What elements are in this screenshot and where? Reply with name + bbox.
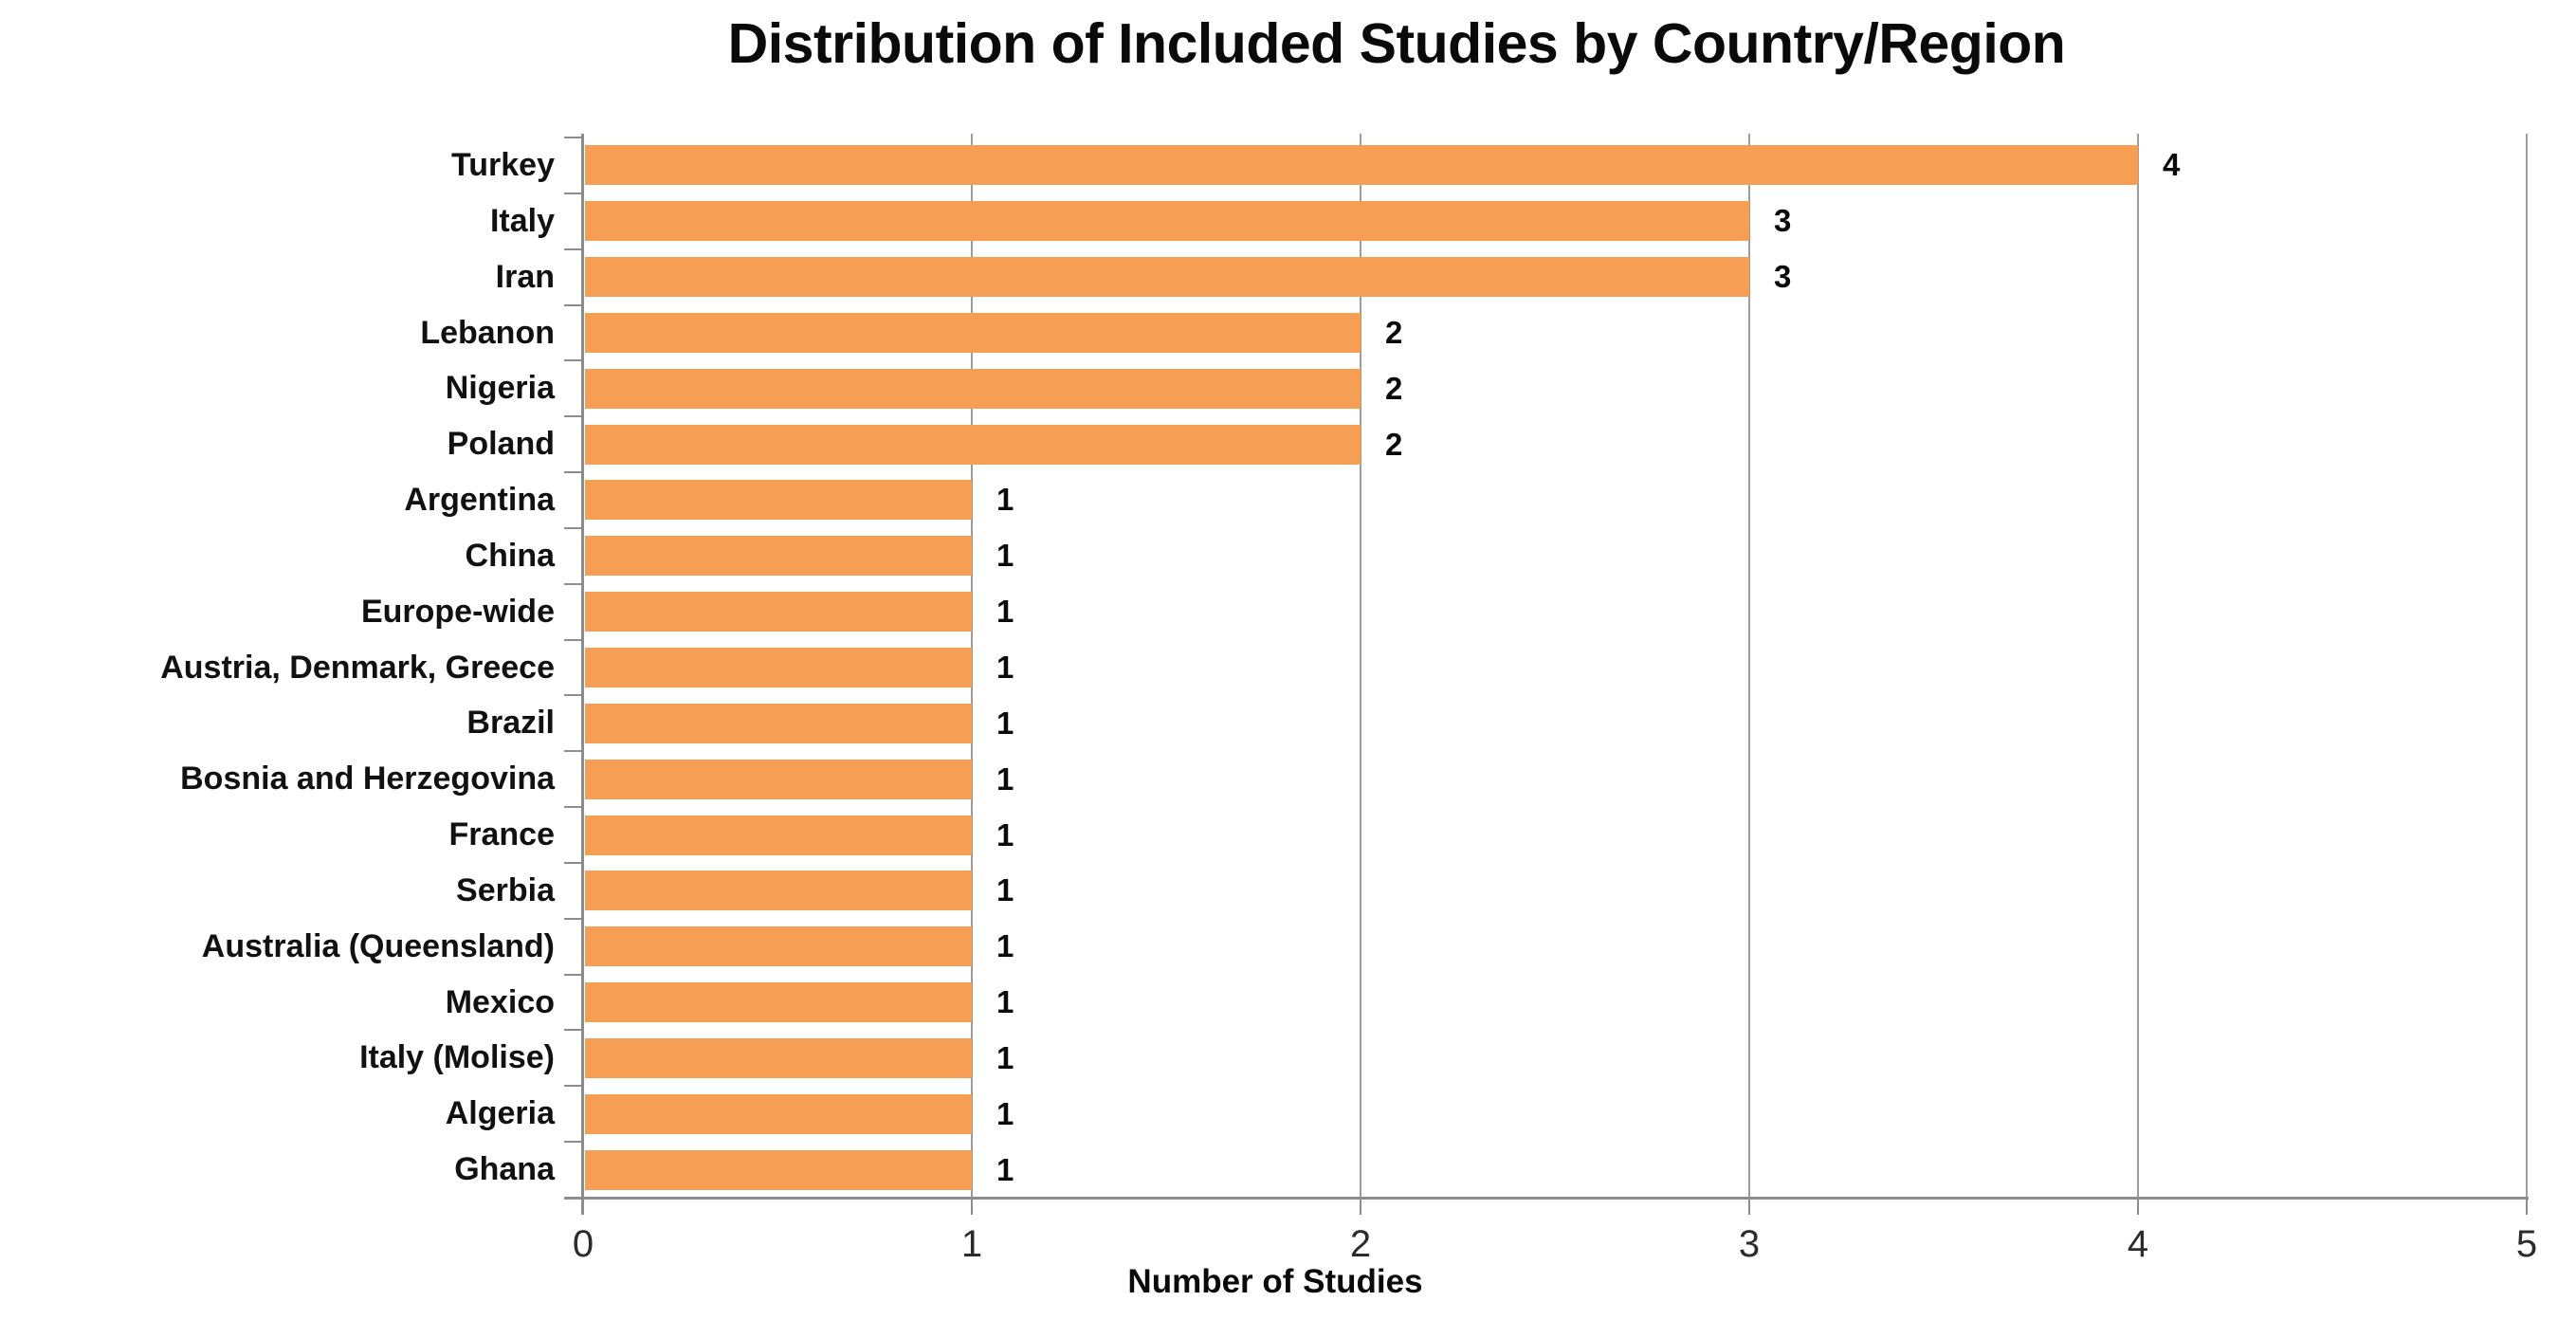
category-label: Iran: [495, 258, 555, 295]
category-label: Bosnia and Herzegovina: [180, 761, 555, 797]
bar: [585, 145, 2138, 186]
x-tick-label: 2: [1349, 1223, 1372, 1265]
category-label: Serbia: [456, 871, 555, 908]
chart-title: Distribution of Included Studies by Coun…: [727, 12, 2066, 75]
gridline: [1748, 134, 1750, 1198]
value-label: 1: [996, 594, 1014, 630]
bar: [585, 871, 972, 911]
bar: [585, 592, 972, 632]
y-axis-tick: [564, 917, 583, 920]
value-label: 3: [1774, 259, 1792, 295]
x-axis-tick: [2137, 1198, 2139, 1215]
bar: [585, 424, 1361, 465]
y-axis-tick: [564, 750, 583, 753]
value-label: 1: [996, 705, 1014, 741]
y-axis-tick: [564, 973, 583, 976]
y-axis-tick: [564, 1085, 583, 1088]
bar: [585, 815, 972, 855]
bar: [585, 759, 972, 799]
y-axis-line: [581, 134, 584, 1215]
y-axis-tick: [564, 806, 583, 809]
bar: [585, 312, 1361, 353]
x-tick-label: 0: [572, 1223, 594, 1265]
bar: [585, 1093, 972, 1134]
x-axis-tick: [1360, 1198, 1361, 1215]
value-label: 1: [996, 1151, 1014, 1187]
y-axis-tick: [564, 526, 583, 529]
y-axis-tick: [564, 415, 583, 418]
value-label: 1: [996, 816, 1014, 852]
bar: [585, 201, 1749, 242]
value-label: 1: [996, 928, 1014, 964]
bar: [585, 1149, 972, 1190]
x-axis-tick: [2526, 1198, 2528, 1215]
y-axis-tick: [564, 694, 583, 697]
category-label: France: [448, 816, 556, 853]
y-axis-tick: [564, 861, 583, 864]
x-tick-label: 1: [960, 1223, 983, 1265]
bar: [585, 480, 972, 521]
category-label: Europe-wide: [360, 593, 555, 630]
bar: [585, 926, 972, 967]
value-label: 2: [1385, 426, 1403, 462]
y-axis-tick: [564, 137, 583, 138]
category-label: Italy: [489, 202, 555, 239]
y-axis-tick: [564, 359, 583, 362]
category-label: Algeria: [445, 1095, 555, 1132]
category-label: Australia (Queensland): [201, 927, 555, 964]
value-label: 4: [2163, 147, 2181, 183]
y-axis-tick: [564, 192, 583, 194]
x-tick-label: 4: [2127, 1223, 2149, 1265]
x-axis-tick: [971, 1198, 973, 1215]
category-label: Mexico: [445, 983, 555, 1020]
category-label: Poland: [447, 426, 555, 463]
x-tick-label: 3: [1738, 1223, 1761, 1265]
value-label: 1: [996, 482, 1014, 518]
category-label: Lebanon: [420, 314, 555, 351]
gridline: [971, 134, 973, 1198]
gridline: [2137, 134, 2139, 1198]
bar: [585, 648, 972, 687]
value-label: 1: [996, 761, 1014, 797]
bar: [585, 703, 972, 743]
value-label: 1: [996, 1039, 1014, 1075]
x-tick-label: 5: [2515, 1223, 2538, 1265]
category-label: Italy (Molise): [359, 1039, 555, 1076]
category-label: Nigeria: [445, 370, 555, 407]
category-label: Argentina: [404, 482, 555, 519]
bar: [585, 1037, 972, 1078]
value-label: 1: [996, 984, 1014, 1020]
y-axis-tick: [564, 1029, 583, 1032]
value-label: 2: [1385, 314, 1403, 350]
y-axis-tick: [564, 638, 583, 641]
gridline: [1360, 134, 1361, 1198]
bar: [585, 536, 972, 577]
value-label: 3: [1774, 203, 1792, 239]
bar: [585, 368, 1361, 409]
value-label: 1: [996, 1095, 1014, 1131]
gridline: [2526, 134, 2528, 1198]
y-axis-tick: [564, 1141, 583, 1144]
category-label: Brazil: [466, 705, 555, 742]
x-axis-title: Number of Studies: [1127, 1263, 1423, 1300]
y-axis-tick: [564, 582, 583, 585]
x-axis-line: [564, 1197, 2529, 1200]
y-axis-tick: [564, 247, 583, 250]
category-label: Ghana: [454, 1151, 555, 1188]
value-label: 1: [996, 538, 1014, 574]
category-label: Austria, Denmark, Greece: [160, 649, 555, 686]
value-label: 1: [996, 872, 1014, 908]
category-label: Turkey: [451, 147, 555, 183]
category-label: China: [465, 537, 555, 574]
y-axis-tick: [564, 471, 583, 474]
x-axis-tick: [1748, 1198, 1750, 1215]
value-label: 2: [1385, 370, 1403, 406]
bar: [585, 982, 972, 1023]
bar: [585, 257, 1749, 298]
y-axis-tick: [564, 303, 583, 306]
value-label: 1: [996, 650, 1014, 685]
